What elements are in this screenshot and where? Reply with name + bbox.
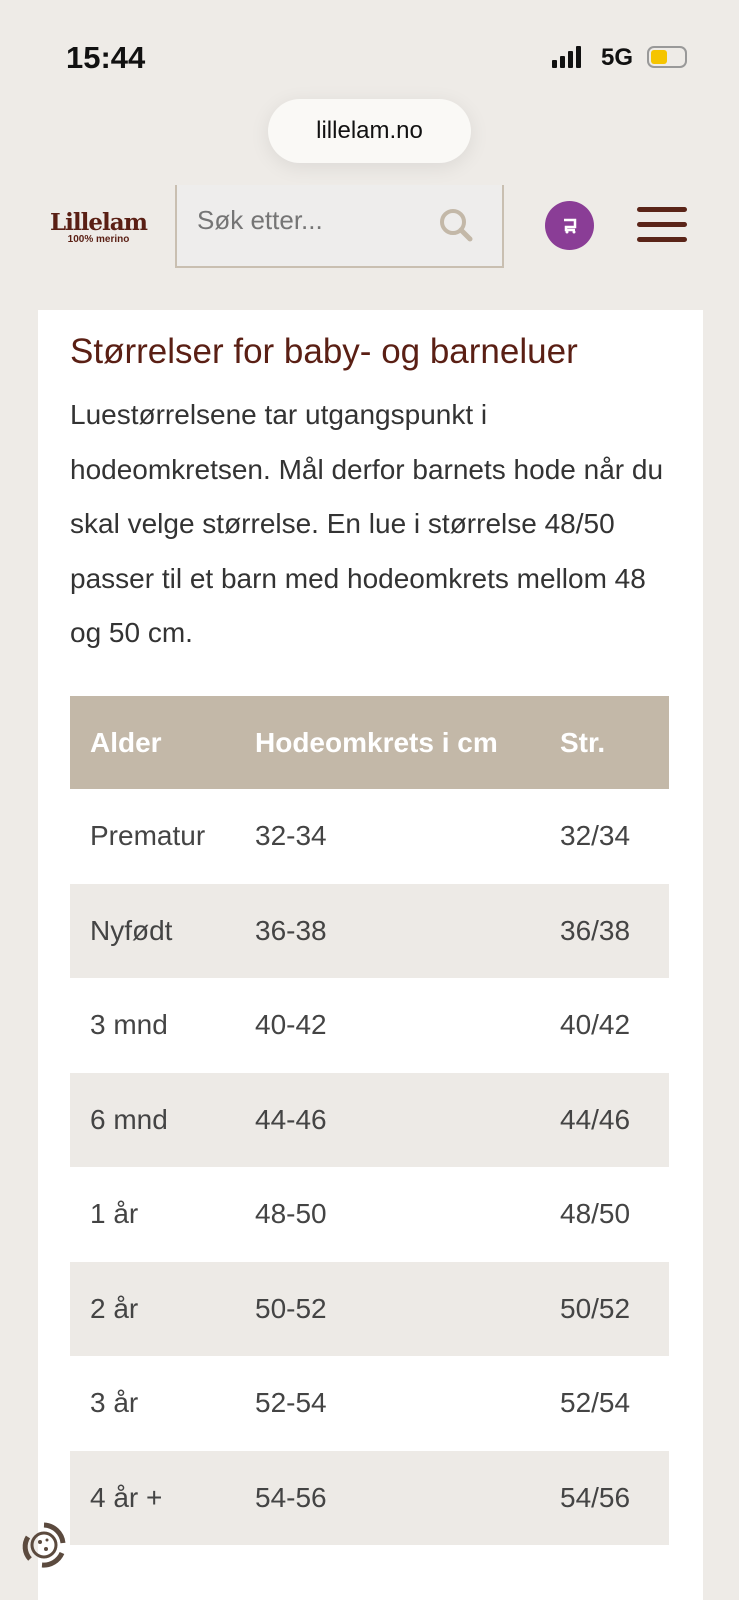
header-size: Str.	[540, 696, 669, 789]
clock: 15:44	[66, 40, 146, 75]
cell-age: 1 år	[90, 1198, 139, 1230]
site-header: Lillelam 100% merino	[0, 185, 739, 310]
cell-circumference: 44-46	[235, 1072, 540, 1167]
cookie-settings-icon[interactable]	[14, 1515, 74, 1575]
table-row: 2 år 50-52 50/52	[70, 1261, 669, 1356]
cell-age: 4 år +	[70, 1450, 235, 1545]
url-bar[interactable]: lillelam.no	[268, 99, 471, 163]
table-row: 1 år 48-50 48/50	[70, 1167, 669, 1262]
cart-icon	[563, 218, 576, 233]
logo-tagline: 100% merino	[67, 234, 130, 245]
cart-button[interactable]	[545, 201, 594, 250]
cell-size: 32/34	[560, 820, 631, 852]
table-header-row: Alder Hodeomkrets i cm Str.	[70, 696, 669, 789]
cell-size: 52/54	[560, 1387, 631, 1419]
cell-size: 48/50	[560, 1198, 631, 1230]
cell-age: 2 år	[70, 1261, 235, 1356]
network-type: 5G	[601, 44, 634, 71]
cell-size: 36/38	[540, 883, 669, 978]
cell-size: 40/42	[560, 1009, 631, 1041]
battery-icon	[647, 46, 687, 68]
cell-circumference: 48-50	[255, 1198, 327, 1230]
cell-size: 44/46	[540, 1072, 669, 1167]
search-input[interactable]	[197, 205, 417, 236]
cell-age: 3 mnd	[90, 1009, 168, 1041]
cell-circumference: 54-56	[235, 1450, 540, 1545]
cell-circumference: 50-52	[235, 1261, 540, 1356]
status-bar: 15:44 5G	[0, 0, 739, 90]
table-row: 4 år +54-56 54/56	[70, 1450, 669, 1545]
page-title: Størrelser for baby- og barneluer	[70, 332, 578, 371]
cell-age: 6 mnd	[70, 1072, 235, 1167]
table-row: Prematur 32-34 32/34	[70, 789, 669, 884]
cell-size: 54/56	[540, 1450, 669, 1545]
content-card: Størrelser for baby- og barneluer Luestø…	[38, 310, 703, 1600]
intro-text: Luestørrelsene tar utgangspunkt i hodeom…	[70, 399, 664, 648]
table-row: 6 mnd 44-46 44/46	[70, 1072, 669, 1167]
cell-circumference: 52-54	[255, 1387, 327, 1419]
cell-circumference: 32-34	[255, 820, 327, 852]
cell-age: Nyfødt	[70, 883, 235, 978]
search-icon[interactable]	[438, 207, 474, 248]
cell-age: Prematur	[90, 820, 206, 852]
size-table: Alder Hodeomkrets i cm Str. Prematur 32-3…	[70, 696, 669, 1545]
table-row: 3 år 52-54 52/54	[70, 1356, 669, 1451]
cell-age: 3 år	[90, 1387, 139, 1419]
hamburger-menu-icon[interactable]	[637, 207, 687, 252]
logo[interactable]: Lillelam 100% merino	[50, 209, 148, 245]
cell-size: 50/52	[540, 1261, 669, 1356]
header-circumference: Hodeomkrets i cm	[235, 696, 540, 789]
cell-circumference: 36-38	[235, 883, 540, 978]
cell-circumference: 40-42	[255, 1009, 327, 1041]
signal-icon	[552, 46, 581, 68]
table-row: 3 mnd 40-42 40/42	[70, 978, 669, 1073]
logo-text: Lillelam	[50, 209, 148, 236]
header-age: Alder	[70, 696, 235, 789]
table-row: Nyfødt 36-38 36/38	[70, 883, 669, 978]
search-box	[175, 185, 504, 268]
